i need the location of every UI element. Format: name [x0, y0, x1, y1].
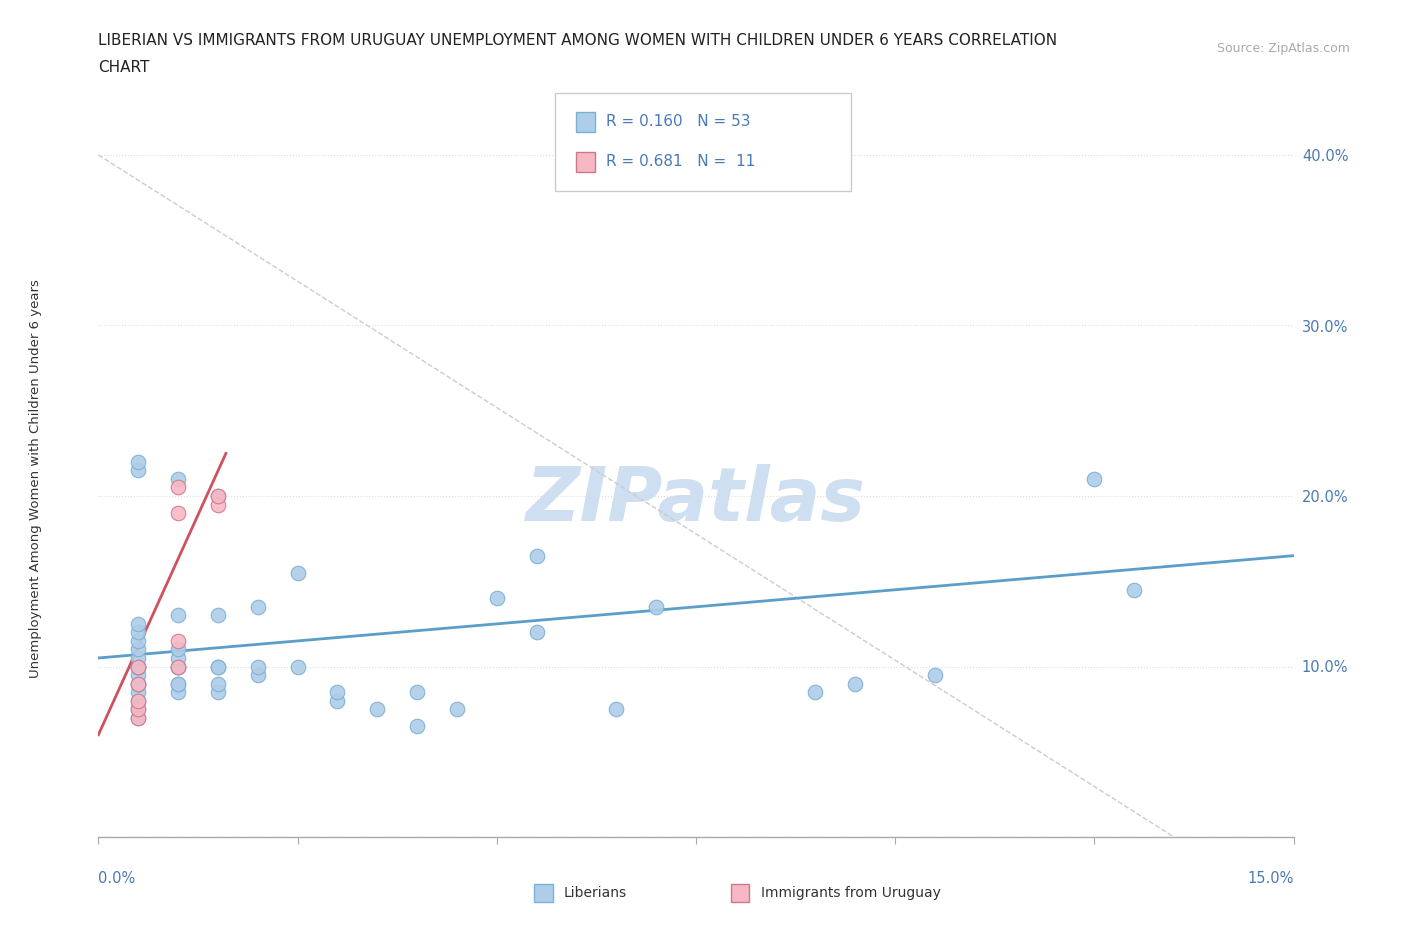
Point	[127, 659, 149, 674]
Text: Liberians: Liberians	[564, 885, 627, 900]
Point	[127, 617, 149, 631]
Point	[167, 608, 190, 623]
Point	[804, 684, 827, 699]
Point	[167, 472, 190, 486]
Point	[167, 676, 190, 691]
Point	[326, 684, 349, 699]
Point	[526, 625, 548, 640]
Point	[1083, 472, 1105, 486]
Point	[207, 488, 229, 503]
Point	[127, 711, 149, 725]
Point	[167, 651, 190, 666]
Point	[127, 659, 149, 674]
Point	[127, 659, 149, 674]
Point	[127, 676, 149, 691]
Point	[406, 684, 429, 699]
Point	[127, 625, 149, 640]
Point	[167, 659, 190, 674]
Point	[246, 659, 269, 674]
Point	[167, 659, 190, 674]
Point	[246, 600, 269, 615]
Point	[167, 659, 190, 674]
Point	[207, 608, 229, 623]
Point	[645, 600, 668, 615]
Text: CHART: CHART	[98, 60, 150, 75]
Point	[127, 693, 149, 708]
Point	[207, 488, 229, 503]
Point	[207, 684, 229, 699]
Text: R = 0.681   N =  11: R = 0.681 N = 11	[606, 154, 755, 169]
Point	[167, 480, 190, 495]
Point	[127, 463, 149, 478]
Point	[167, 633, 190, 648]
Point	[127, 701, 149, 716]
Point	[366, 701, 388, 716]
Point	[127, 455, 149, 470]
Point	[127, 684, 149, 699]
Point	[127, 651, 149, 666]
Text: 0.0%: 0.0%	[98, 871, 135, 886]
Text: Unemployment Among Women with Children Under 6 years: Unemployment Among Women with Children U…	[28, 280, 42, 678]
Point	[127, 642, 149, 657]
Point	[127, 676, 149, 691]
Point	[207, 676, 229, 691]
Point	[605, 701, 627, 716]
Point	[326, 693, 349, 708]
Point	[127, 711, 149, 725]
Point	[924, 668, 946, 683]
Point	[485, 591, 508, 605]
Text: 15.0%: 15.0%	[1247, 871, 1294, 886]
Text: LIBERIAN VS IMMIGRANTS FROM URUGUAY UNEMPLOYMENT AMONG WOMEN WITH CHILDREN UNDER: LIBERIAN VS IMMIGRANTS FROM URUGUAY UNEM…	[98, 33, 1057, 47]
Point	[127, 693, 149, 708]
Point	[246, 668, 269, 683]
Point	[127, 668, 149, 683]
Text: R = 0.160   N = 53: R = 0.160 N = 53	[606, 114, 751, 129]
Point	[1123, 582, 1146, 597]
Point	[844, 676, 866, 691]
Point	[207, 497, 229, 512]
Point	[526, 549, 548, 564]
Text: Source: ZipAtlas.com: Source: ZipAtlas.com	[1216, 42, 1350, 55]
Point	[446, 701, 468, 716]
Point	[287, 659, 309, 674]
Point	[127, 701, 149, 716]
Point	[167, 684, 190, 699]
Point	[127, 633, 149, 648]
Point	[167, 506, 190, 521]
Point	[287, 565, 309, 580]
Point	[127, 659, 149, 674]
Point	[127, 676, 149, 691]
Point	[207, 659, 229, 674]
Point	[167, 676, 190, 691]
Text: ZIPatlas: ZIPatlas	[526, 464, 866, 537]
Point	[167, 642, 190, 657]
Text: Immigrants from Uruguay: Immigrants from Uruguay	[761, 885, 941, 900]
Point	[207, 659, 229, 674]
Point	[406, 719, 429, 734]
